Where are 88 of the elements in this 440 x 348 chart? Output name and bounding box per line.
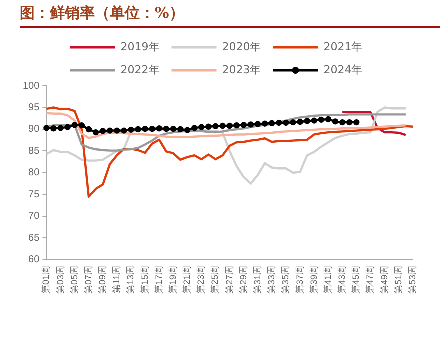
x-tick-label: 第41周 [322,266,333,294]
point [198,124,205,130]
point [276,120,282,126]
y-tick-label: 80 [28,168,40,179]
point [50,126,57,132]
point [177,126,184,133]
point [325,116,332,123]
x-tick-label: 第01周 [41,266,52,294]
x-tick-label: 第35周 [280,266,291,294]
legend-label: 2023年 [222,63,262,76]
x-tick-label: 第31周 [252,266,263,294]
y-tick-label: 85 [28,146,40,157]
point [240,122,248,128]
point [128,126,134,134]
x-tick-label: 第51周 [393,266,404,294]
x-tick-label: 第09周 [98,266,108,294]
x-tick-label: 第07周 [83,266,94,294]
point [192,125,198,132]
x-tick-label: 第17周 [154,266,164,294]
legend-label: 2021年 [324,40,363,54]
y-tick-label: 60 [28,254,40,266]
x-tick-label: 第05周 [69,266,80,294]
y-tick-label: 90 [28,124,40,136]
point [163,126,170,132]
point [254,121,262,128]
y-tick-label: 70 [28,211,40,222]
point [269,120,276,127]
point [354,119,360,126]
point [262,120,268,127]
point [248,122,254,128]
x-tick-label: 第13周 [126,266,136,294]
x-tick-label: 第25周 [210,266,220,294]
point [92,129,100,136]
point [78,122,86,129]
point [304,118,310,124]
y-tick-label: 75 [28,189,40,200]
point [234,122,240,129]
point [86,126,92,133]
point [339,119,346,126]
x-tick-label: 第37周 [294,266,305,294]
point [226,122,233,130]
point [290,119,296,126]
point [72,122,78,128]
x-tick-label: 第33周 [266,266,277,294]
x-tick-label: 第47周 [365,266,376,294]
point [318,116,325,124]
legend-label: 2020年 [222,40,262,54]
point [149,126,156,132]
point [220,122,226,130]
point [311,118,318,124]
legend-label: 2024年 [324,63,363,76]
point [170,126,177,132]
point [114,128,120,134]
point [346,119,353,126]
x-tick-label: 第39周 [308,266,319,294]
x-tick-label: 第43周 [337,266,348,294]
x-tick-label: 第19周 [168,266,178,294]
legend-label: 2019年 [120,40,160,54]
point [44,125,50,132]
point [100,128,106,134]
x-tick-label: 第53周 [407,266,418,294]
point [283,120,290,126]
legend-label: 2022年 [120,63,160,76]
point [135,126,142,133]
y-tick-label: 100 [22,80,40,92]
x-tick-label: 第29周 [238,266,248,294]
point [212,123,219,130]
point [142,126,148,132]
x-tick-label: 第15周 [140,266,150,294]
x-tick-label: 第45周 [351,266,362,294]
point [297,119,304,126]
y-tick-label: 65 [28,232,40,244]
x-tick-label: 第49周 [379,266,390,294]
point [156,126,162,132]
x-tick-label: 第27周 [224,266,234,294]
point [64,124,71,130]
point [106,128,114,134]
chart-title: 图：鲜销率（单位：%） [20,4,440,28]
point [121,128,128,134]
x-tick-label: 第23周 [196,266,206,294]
point [206,124,212,130]
point [332,118,339,125]
x-tick-label: 第21周 [182,266,192,294]
point [58,125,64,132]
x-tick-label: 第11周 [112,266,122,294]
x-tick-label: 第03周 [55,266,66,294]
y-tick-label: 95 [28,102,40,114]
point [184,127,191,134]
